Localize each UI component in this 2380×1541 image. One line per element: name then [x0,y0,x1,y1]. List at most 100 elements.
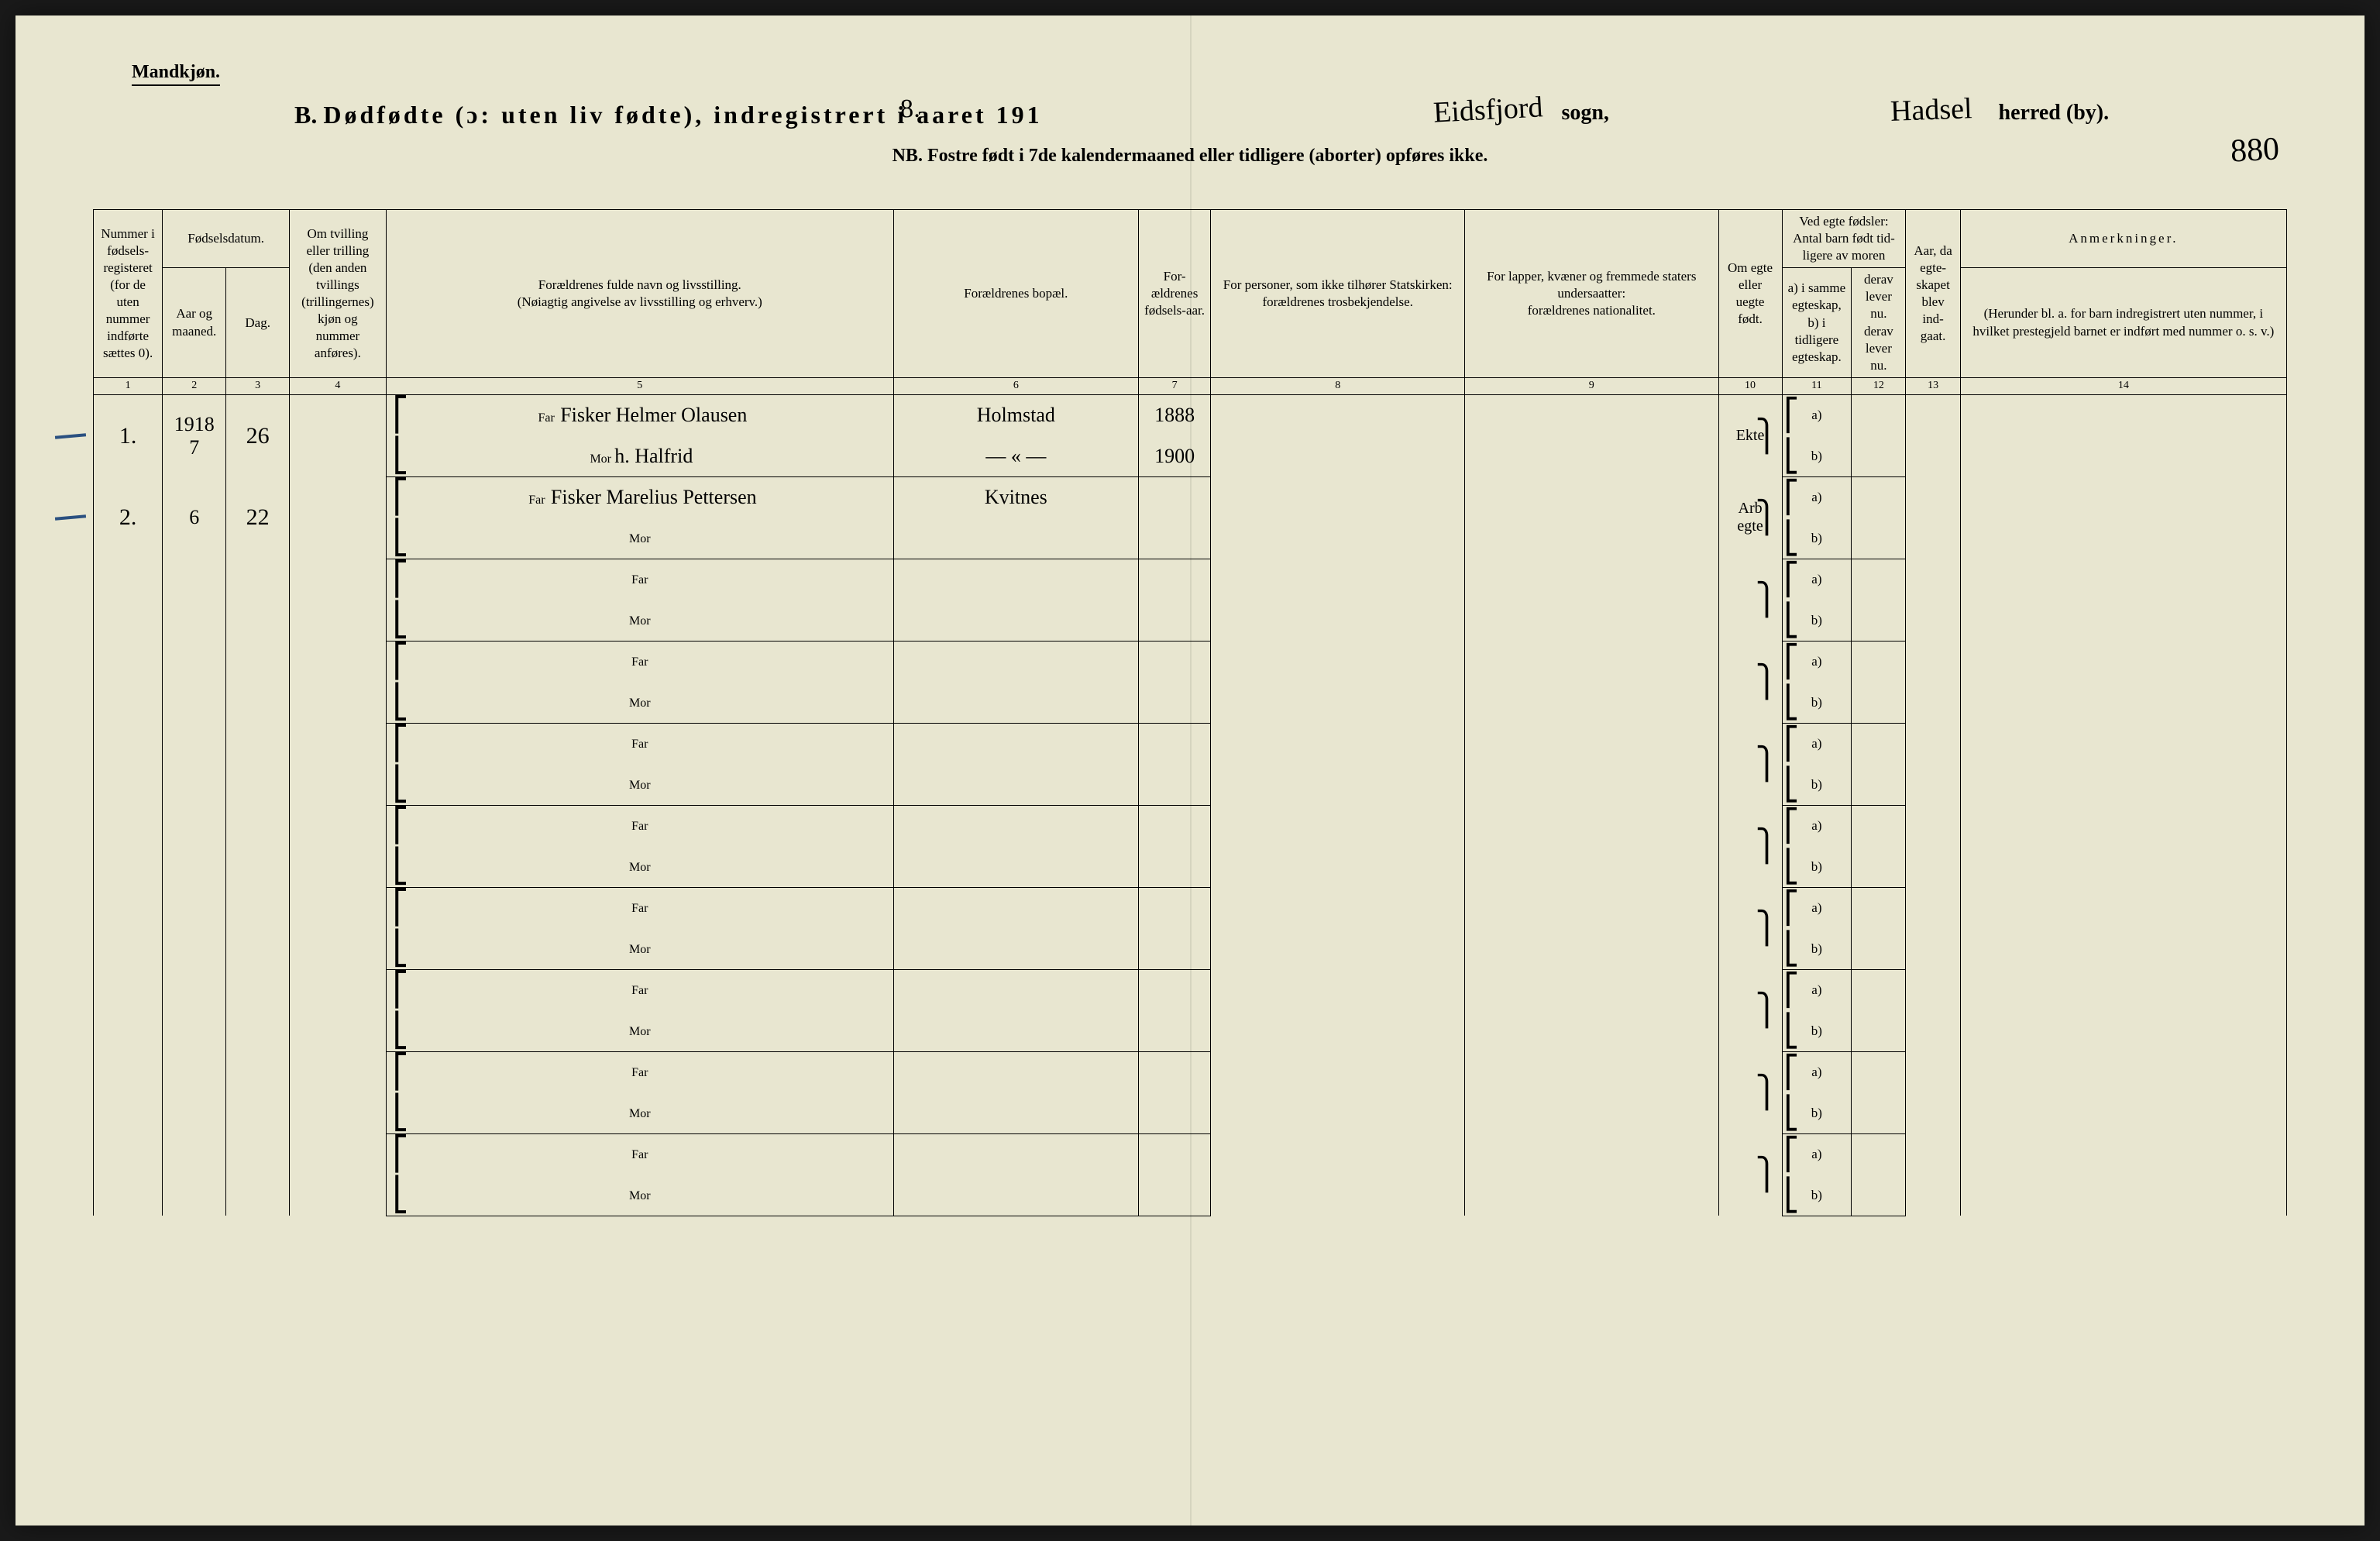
header-col4: Om tvilling eller trilling (den anden tv… [290,210,387,378]
entry-number: 2. [94,476,163,559]
twin-info [290,969,387,1051]
prior-children-a: ⎡a) [1782,1133,1852,1175]
twin-info [290,723,387,805]
header-col8: For personer, som ikke tilhører Statskir… [1211,210,1465,378]
mother-birthyear [1138,846,1211,887]
far-label: Far [626,738,654,752]
table-row: ⎡Far⎫⎡a) [94,805,2287,846]
prior-children-b: ⎣b) [1782,435,1852,476]
surviving-a [1852,887,1906,928]
prior-children-b: ⎣b) [1782,682,1852,723]
father-name-cell: ⎡Far [386,969,893,1010]
table-row: ⎡Far⎫⎡a) [94,887,2287,928]
religion [1211,723,1465,805]
header-col14: (Herunder bl. a. for barn indregistrert … [1960,268,2286,378]
remarks [1960,476,2286,559]
herred-group: Hadsel herred (by). [1890,93,2109,127]
nationality [1465,559,1719,641]
year-month [163,1051,226,1133]
father-birthyear [1138,641,1211,682]
far-label: Far [626,1066,654,1080]
mother-birthyear: 1900 [1138,435,1211,476]
sogn-handwritten: Eidsfjord [1432,90,1544,129]
twin-info [290,1133,387,1216]
mother-birthyear [1138,928,1211,969]
legitimacy: ⎫ [1718,1051,1782,1133]
year-month [163,723,226,805]
mother-name-cell: ⎣Mor [386,846,893,887]
father-name-cell: ⎡Far [386,1133,893,1175]
title-year-handwritten: 8. [899,95,920,125]
table-row: ⎡Far⎫⎡a) [94,559,2287,600]
father-birthyear [1138,969,1211,1010]
mother-name-cell: ⎣Mor [386,518,893,559]
remarks [1960,1051,2286,1133]
religion [1211,805,1465,887]
page-number-handwritten: 880 [2230,130,2280,170]
nationality [1465,1051,1719,1133]
colnum: 10 [1718,377,1782,394]
prior-children-b: ⎣b) [1782,1010,1852,1051]
header-col7: For-ældrenes fødsels-aar. [1138,210,1211,378]
margin-tick-mark [55,433,86,439]
surviving-b [1852,600,1906,641]
table-row: ⎡Far⎫⎡a) [94,1051,2287,1092]
marriage-year [1906,887,1960,969]
prior-children-a: ⎡a) [1782,1051,1852,1092]
mor-label: Mor [626,861,654,875]
day [226,559,290,641]
entry-number [94,969,163,1051]
nb-line: NB. Fostre født i 7de kalendermaaned ell… [892,146,1488,167]
remarks [1960,723,2286,805]
marriage-year [1906,476,1960,559]
mother-residence [893,518,1138,559]
mother-birthyear [1138,600,1211,641]
table-body: 1.1918 726⎡FarFisker Helmer OlausenHolms… [94,394,2287,1216]
father-name-cell: ⎡Far [386,641,893,682]
surviving-a [1852,394,1906,435]
father-birthyear [1138,805,1211,846]
twin-info [290,641,387,723]
marriage-year [1906,805,1960,887]
prior-children-a: ⎡a) [1782,969,1852,1010]
header-col9: For lapper, kvæner og fremmede staters u… [1465,210,1719,378]
remarks [1960,969,2286,1051]
surviving-b [1852,1175,1906,1216]
remarks [1960,887,2286,969]
header-col6: Forældrenes bopæl. [893,210,1138,378]
day [226,969,290,1051]
remarks [1960,805,2286,887]
father-name-cell: ⎡Far [386,723,893,764]
mother-birthyear [1138,1175,1211,1216]
marriage-year [1906,1133,1960,1216]
surviving-a [1852,1133,1906,1175]
religion [1211,641,1465,723]
legitimacy: ⎫ [1718,641,1782,723]
father-birthyear [1138,559,1211,600]
entry-number [94,1051,163,1133]
register-table: Nummer i fødsels-registeret (for de uten… [93,209,2287,1216]
mor-label: Mor [626,1107,654,1121]
header-col1: Nummer i fødsels-registeret (for de uten… [94,210,163,378]
prior-children-a: ⎡a) [1782,723,1852,764]
religion [1211,1051,1465,1133]
far-label: Far [626,902,654,916]
herred-label: herred (by). [1999,101,2110,125]
legitimacy: Arb egte⎫ [1718,476,1782,559]
prior-children-b: ⎣b) [1782,600,1852,641]
religion [1211,559,1465,641]
sogn-group: Eidsfjord sogn, [1433,93,1609,127]
far-label: Far [626,820,654,834]
colnum: 12 [1852,377,1906,394]
far-label: Far [523,494,551,507]
far-label: Far [626,1148,654,1162]
header-col5: Forældrenes fulde navn og livsstilling. … [386,210,893,378]
father-birthyear [1138,1051,1211,1092]
remarks [1960,1133,2286,1216]
mor-label: Mor [626,779,654,793]
nationality [1465,1133,1719,1216]
entry-number [94,1133,163,1216]
surviving-b [1852,682,1906,723]
prior-children-b: ⎣b) [1782,518,1852,559]
mor-label: Mor [626,943,654,957]
